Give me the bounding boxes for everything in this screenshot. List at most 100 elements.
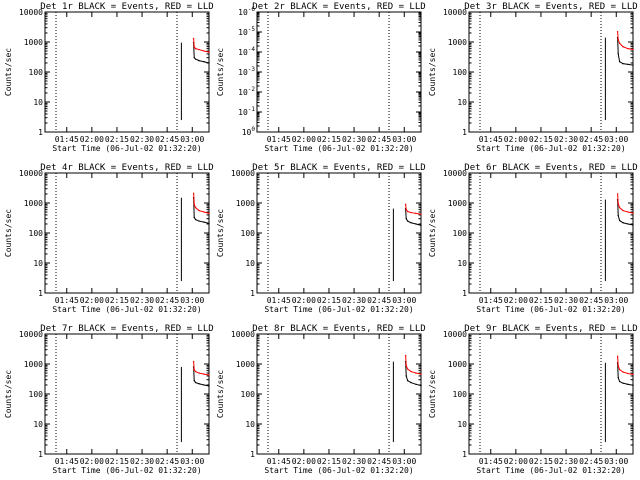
x-tick-label: 03:00 xyxy=(392,135,416,144)
series-events xyxy=(193,42,210,64)
x-tick-label: 02:00 xyxy=(504,457,528,466)
x-tick-label: 02:30 xyxy=(130,457,154,466)
y-tick-label: 1 xyxy=(462,128,467,137)
y-tick-label: 1000 xyxy=(24,38,43,47)
y-tick-label: 1000 xyxy=(24,199,43,208)
series-lld xyxy=(617,356,634,375)
y-tick-label: 1 xyxy=(462,450,467,459)
x-tick-label: 01:45 xyxy=(55,296,79,305)
data-point-lld xyxy=(405,208,407,211)
y-tick-label: 100 xyxy=(242,126,256,137)
data-point-events xyxy=(406,220,409,222)
plot-frame xyxy=(44,11,210,133)
data-point-lld xyxy=(404,354,407,357)
series-lld xyxy=(193,193,210,214)
x-tick-label: 02:30 xyxy=(342,296,366,305)
data-point-lld xyxy=(192,360,195,363)
panel-title: Det 8r BLACK = Events, RED = LLD xyxy=(252,324,425,334)
y-tick-label: 100 xyxy=(241,229,256,238)
panel-det-7: Det 7r BLACK = Events, RED = LLD 1 10 100 10… xyxy=(4,324,214,475)
data-point-lld xyxy=(622,209,624,212)
y-tick-label: 100 xyxy=(453,229,468,238)
data-point-lld xyxy=(618,368,621,371)
data-point-lld xyxy=(193,369,195,371)
data-point-lld xyxy=(617,38,619,41)
panel-det-5: Det 5r BLACK = Events, RED = LLD 1 10 100 10… xyxy=(216,163,426,314)
y-tick-label: 10-2 xyxy=(238,86,255,97)
y-tick-label: 1000 xyxy=(448,199,467,208)
data-point-events xyxy=(617,214,619,217)
data-point-lld xyxy=(617,202,619,205)
data-point-lld xyxy=(616,193,619,195)
series-events xyxy=(193,366,210,387)
data-point-events xyxy=(406,379,409,382)
data-point-lld xyxy=(194,206,197,209)
x-axis-label: Start Time (06-Jul-02 01:32:20) xyxy=(264,466,413,475)
panel-title: Det 3r BLACK = Events, RED = LLD xyxy=(464,2,637,12)
x-tick-label: 02:45 xyxy=(367,457,391,466)
y-tick-label: 10 xyxy=(245,259,255,268)
y-tick-label: 10000 xyxy=(19,8,43,17)
x-tick-label: 02:45 xyxy=(579,135,603,144)
data-point-events xyxy=(622,382,624,384)
y-tick-label: 10 xyxy=(457,259,467,268)
x-axis-label: Start Time (06-Jul-02 01:32:20) xyxy=(52,466,201,475)
y-tick-label: 10000 xyxy=(443,330,467,339)
data-point-events xyxy=(203,61,205,63)
y-tick-label: 10-6 xyxy=(238,6,255,17)
data-point-lld xyxy=(405,364,407,367)
x-axis-label: Start Time (06-Jul-02 01:32:20) xyxy=(476,466,625,475)
y-axis-label: Counts/sec xyxy=(428,209,437,257)
y-tick-label: 10 xyxy=(457,420,467,429)
data-point-events xyxy=(405,217,407,220)
y-tick-label: 1 xyxy=(38,128,43,137)
y-tick-label: 10000 xyxy=(19,330,43,339)
data-point-lld xyxy=(618,42,621,45)
series-events xyxy=(617,362,634,386)
panel-title: Det 2r BLACK = Events, RED = LLD xyxy=(252,2,425,12)
data-point-events xyxy=(415,383,417,386)
x-tick-label: 03:00 xyxy=(604,135,628,144)
y-tick-label: 10000 xyxy=(443,169,467,178)
data-point-events xyxy=(203,384,205,386)
data-point-events xyxy=(420,384,422,387)
x-tick-label: 01:45 xyxy=(479,457,503,466)
data-point-events xyxy=(618,61,621,63)
series-events xyxy=(617,199,634,226)
x-tick-label: 02:15 xyxy=(105,457,129,466)
data-point-lld xyxy=(627,47,629,50)
x-tick-label: 02:30 xyxy=(554,296,578,305)
series-events xyxy=(617,37,634,66)
y-tick-label: 1 xyxy=(250,289,255,298)
y-tick-label: 10 xyxy=(33,259,43,268)
data-point-events xyxy=(208,62,210,64)
data-point-lld xyxy=(618,206,621,209)
panel-title: Det 7r BLACK = Events, RED = LLD xyxy=(40,324,213,334)
x-tick-label: 02:45 xyxy=(367,135,391,144)
panel-title: Det 1r BLACK = Events, RED = LLD xyxy=(40,2,213,12)
x-tick-label: 03:00 xyxy=(392,457,416,466)
x-tick-label: 03:00 xyxy=(604,457,628,466)
x-tick-label: 02:45 xyxy=(155,296,179,305)
x-tick-label: 02:45 xyxy=(155,457,179,466)
data-point-lld xyxy=(193,203,195,206)
data-point-lld xyxy=(198,209,200,212)
data-point-events xyxy=(208,385,210,387)
plot-frame xyxy=(468,172,634,294)
data-point-lld xyxy=(193,45,195,48)
panel-det-2: Det 2r BLACK = Events, RED = LLD 100 10-1 1… xyxy=(216,2,426,153)
x-tick-label: 01:45 xyxy=(267,457,291,466)
x-tick-label: 02:45 xyxy=(155,135,179,144)
data-point-lld xyxy=(406,210,409,213)
data-point-events xyxy=(194,218,197,221)
y-axis-label: Counts/sec xyxy=(216,48,225,96)
y-tick-label: 1 xyxy=(250,450,255,459)
x-tick-label: 02:15 xyxy=(317,457,341,466)
data-point-lld xyxy=(622,45,624,48)
y-axis-label: Counts/sec xyxy=(428,370,437,418)
y-tick-label: 100 xyxy=(29,390,44,399)
data-point-lld xyxy=(203,211,205,213)
plot-frame xyxy=(468,11,634,133)
data-point-lld xyxy=(198,48,200,51)
data-point-events xyxy=(622,62,624,65)
